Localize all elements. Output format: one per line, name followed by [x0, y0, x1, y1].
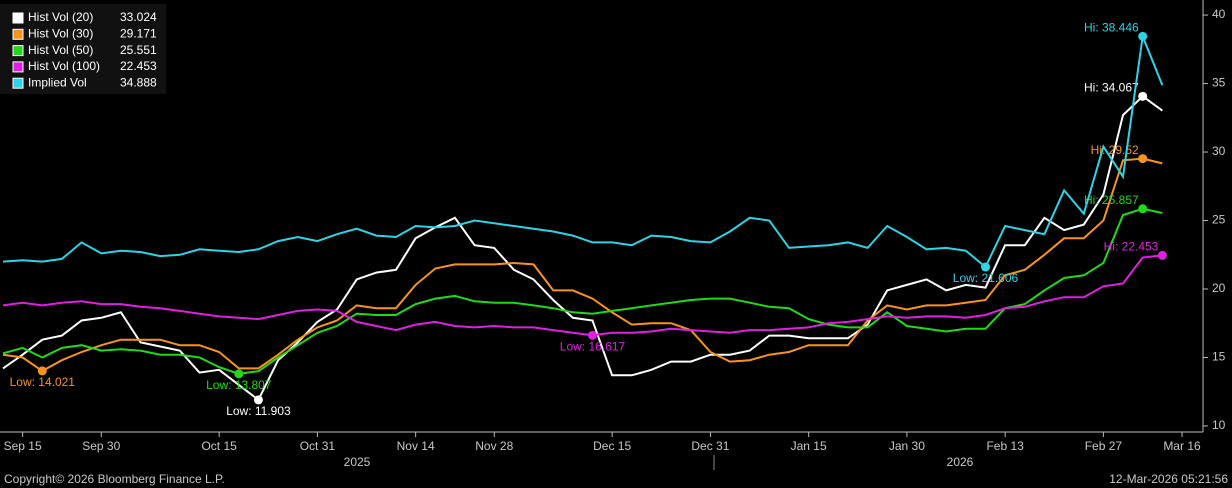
extreme-marker: [1138, 91, 1148, 101]
extreme-marker: [234, 369, 244, 379]
y-tick-label: 40: [1212, 7, 1226, 21]
x-tick-label: Nov 28: [475, 439, 513, 453]
legend: Hist Vol (20) 33.024 Hist Vol (30) 29.171 Hi…: [0, 4, 166, 94]
x-tick-label: Feb 27: [1085, 439, 1123, 453]
legend-label: Hist Vol (20): [28, 10, 93, 24]
extreme-marker: [1138, 204, 1148, 214]
series-line: [2, 94, 1163, 402]
extreme-label: Hi: 22.453: [1104, 240, 1159, 254]
x-tick-label: Sep 30: [82, 439, 120, 453]
legend-swatch: [12, 45, 24, 57]
y-tick-label: 35: [1212, 76, 1226, 90]
x-tick-label: Oct 15: [201, 439, 237, 453]
x-tick-label: Dec 15: [593, 439, 631, 453]
extreme-marker: [588, 330, 597, 340]
extreme-label: Low: 13.807: [206, 378, 272, 392]
extreme-marker: [1157, 250, 1167, 260]
series-line: [2, 207, 1163, 375]
series-line: [2, 32, 1164, 269]
copyright: Copyright© 2026 Bloomberg Finance L.P.: [4, 472, 225, 486]
series-line: [2, 254, 1163, 337]
x-tick-label: Sep 15: [4, 439, 42, 453]
extreme-label: Low: 11.903: [226, 404, 291, 418]
legend-value: 25.551: [120, 43, 157, 57]
legend-value: 33.024: [120, 10, 157, 24]
legend-label: Hist Vol (100): [28, 59, 100, 73]
x-tick-label: Mar 16: [1163, 439, 1201, 453]
extreme-label: Low: 14.021: [10, 375, 76, 389]
extreme-label: Hi: 38.446: [1084, 21, 1139, 35]
x-tick-label: Jan 30: [889, 439, 925, 453]
extreme-marker: [1138, 154, 1148, 164]
extreme-marker: [253, 395, 263, 405]
y-tick-label: 25: [1212, 213, 1226, 227]
x-tick-label: Oct 31: [300, 439, 336, 453]
extreme-marker: [37, 366, 47, 376]
legend-box: [0, 4, 166, 94]
legend-label: Hist Vol (30): [28, 26, 93, 40]
extreme-marker: [1138, 31, 1148, 41]
x-tick-label: Feb 13: [986, 439, 1024, 453]
extreme-label: Hi: 29.52: [1091, 143, 1139, 157]
y-tick-label: 30: [1212, 144, 1226, 158]
x-tick-label: Dec 31: [691, 439, 729, 453]
legend-swatch: [12, 12, 24, 24]
extreme-label: Hi: 25.857: [1084, 193, 1139, 207]
extreme-label: Low: 16.617: [560, 340, 626, 354]
legend-label: Hist Vol (50): [28, 43, 93, 57]
legend-value: 29.171: [120, 26, 157, 40]
extreme-label: Low: 21.606: [953, 271, 1019, 285]
y-tick-label: 20: [1212, 281, 1226, 295]
legend-swatch: [12, 77, 24, 89]
legend-swatch: [12, 61, 24, 73]
legend-value: 22.453: [120, 59, 157, 73]
extreme-label: Hi: 34.067: [1084, 81, 1139, 95]
x-tick-label: Nov 14: [397, 439, 435, 453]
extreme-marker: [981, 262, 990, 272]
y-tick-label: 15: [1212, 350, 1226, 364]
timestamp: 12-Mar-2026 05:21:56: [1109, 472, 1228, 486]
legend-value: 34.888: [120, 75, 157, 89]
year-label: 2025: [344, 455, 371, 469]
y-tick-label: 10: [1212, 418, 1226, 432]
series-line: [2, 157, 1163, 373]
x-tick-label: Jan 15: [791, 439, 827, 453]
year-label: 2026: [947, 455, 974, 469]
legend-swatch: [12, 28, 24, 40]
legend-label: Implied Vol: [28, 75, 87, 89]
